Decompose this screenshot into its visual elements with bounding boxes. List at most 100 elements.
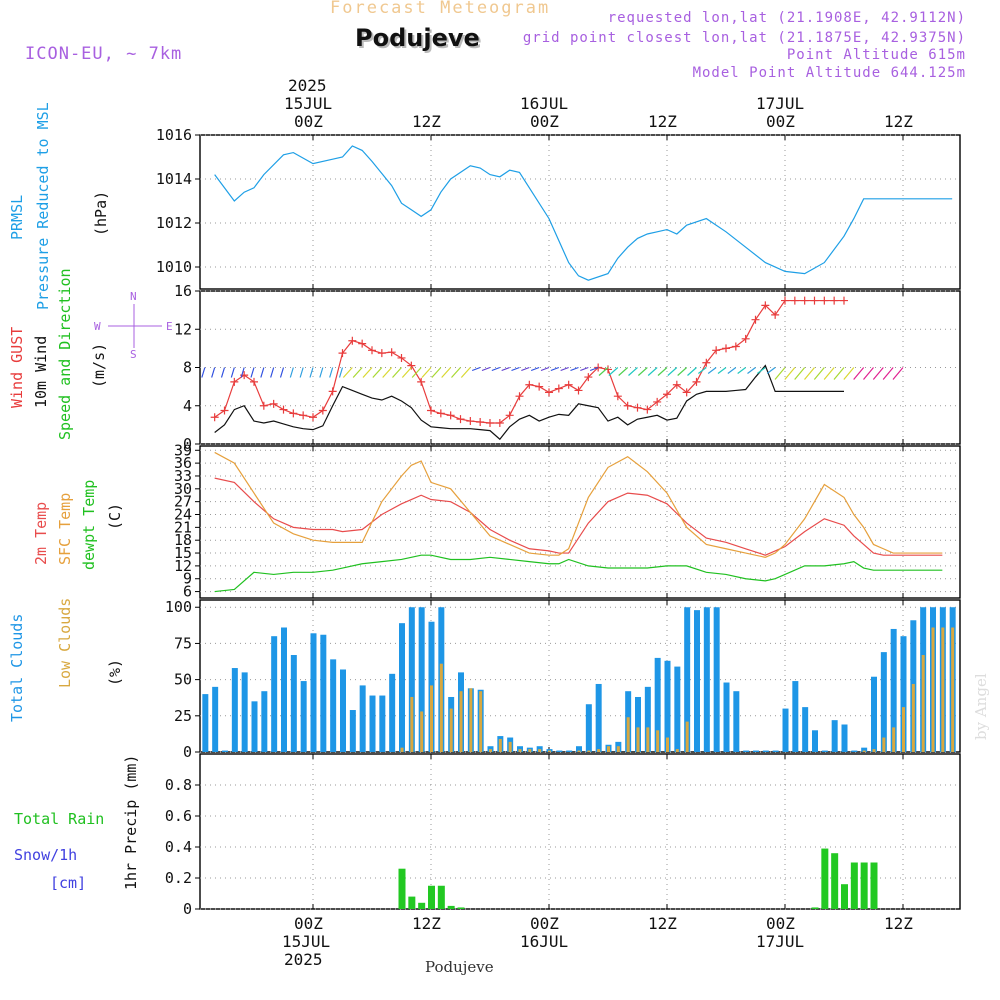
precip-label-snow: Snow/1h — [14, 846, 77, 864]
low-cloud-bar — [498, 738, 502, 752]
low-cloud-bar — [931, 627, 935, 752]
y-tick-label: 9 — [183, 570, 192, 588]
total-cloud-bar — [300, 681, 307, 752]
top-12z-16jul: 12Z — [648, 112, 677, 131]
wind-gust-series-marker — [427, 406, 435, 415]
wind-gust-series-marker — [505, 411, 514, 420]
total-cloud-bar — [349, 710, 356, 752]
top-00z-15jul: 00Z — [294, 112, 323, 131]
total-cloud-bar — [900, 636, 907, 752]
wind-direction-arrow — [774, 367, 786, 380]
compass-e: E — [166, 320, 173, 333]
temp-label-sfc: SFC Temp — [56, 493, 74, 565]
wind-direction-arrow — [352, 367, 363, 378]
top-12z-17jul: 12Z — [884, 112, 913, 131]
wind-direction-arrow — [756, 367, 766, 374]
total-cloud-bar — [841, 724, 848, 752]
total-cloud-bar — [399, 623, 405, 752]
model-label: ICON-EU, ~ 7km — [25, 44, 183, 64]
wind-direction-arrow — [401, 367, 412, 378]
wind-direction-arrow — [717, 367, 727, 374]
low-cloud-bar — [459, 691, 463, 752]
wind-direction-arrow — [823, 367, 835, 380]
rain-bar — [811, 907, 819, 909]
low-cloud-bar — [577, 750, 581, 752]
top-date-15jul: 15JUL — [284, 94, 333, 113]
wind-direction-arrow — [491, 366, 501, 372]
wind-direction-arrow — [338, 367, 344, 378]
wind-gust-series-marker — [623, 401, 632, 410]
wind-direction-arrow — [667, 367, 678, 376]
rain-bar — [870, 862, 878, 909]
wind-gust-series-marker — [613, 392, 622, 401]
wind-direction-arrow — [240, 367, 245, 378]
station-name: Podujeve — [355, 24, 480, 52]
total-cloud-bar — [251, 701, 258, 752]
cloud-label-total: Total Clouds — [8, 614, 26, 722]
total-cloud-bar — [812, 730, 818, 752]
y-tick-label: 39 — [174, 441, 192, 459]
low-cloud-bar — [626, 717, 630, 752]
wind-gust-series-marker — [397, 353, 406, 362]
low-cloud-bar — [862, 750, 866, 752]
bottom-date-16jul: 16JUL — [520, 932, 569, 951]
total-cloud-bar — [713, 607, 720, 752]
low-cloud-bar — [951, 627, 955, 752]
total-cloud-bar — [222, 750, 228, 752]
wind-direction-arrow — [481, 366, 491, 372]
total-cloud-bar — [310, 633, 317, 752]
total-cloud-bar — [340, 669, 346, 752]
low-cloud-bar — [892, 727, 896, 752]
wind-direction-arrow — [230, 367, 235, 378]
total-cloud-bar — [851, 750, 858, 752]
wind-direction-arrow — [392, 367, 402, 378]
total-cloud-bar — [654, 657, 661, 752]
wind-gust-series-marker — [584, 373, 593, 382]
wind-gust-series-marker — [564, 380, 573, 389]
pressure-label-long: Pressure Reduced to MSL — [34, 102, 52, 310]
low-cloud-bar — [449, 708, 453, 752]
wind-direction-arrow — [201, 367, 206, 378]
wind-direction-arrow — [460, 367, 471, 378]
total-cloud-bar — [743, 750, 750, 752]
total-cloud-bar — [821, 750, 828, 752]
wind-gust-series-marker — [456, 415, 465, 424]
y-tick-label: 1016 — [156, 126, 192, 144]
precip-panel-labels: Total Rain Snow/1h [cm] 1hr Precip (mm) — [14, 755, 140, 892]
low-cloud-bar — [636, 727, 640, 752]
wind-gust-series-marker — [771, 310, 780, 319]
wind-direction-arrow — [737, 367, 747, 374]
wind-direction-arrow — [309, 367, 314, 378]
watermark: by Angel — [972, 673, 990, 740]
rain-bar — [841, 884, 848, 909]
rain-bar — [860, 862, 868, 909]
top-year-label: 2025 — [288, 76, 327, 95]
rain-bar — [831, 853, 839, 909]
wind-direction-arrow — [521, 366, 530, 372]
low-cloud-bar — [528, 749, 532, 752]
wind-gust-series-marker — [643, 405, 652, 414]
total-cloud-bar — [202, 694, 209, 752]
top-12z-15jul: 12Z — [412, 112, 441, 131]
y-tick-label: 21 — [174, 518, 192, 536]
wind-compass-icon: N S W E — [94, 290, 173, 361]
y-tick-label: 30 — [174, 480, 192, 498]
wind-direction-arrow — [511, 366, 520, 372]
total-cloud-bar — [369, 695, 376, 752]
y-tick-label: 0.6 — [165, 807, 192, 825]
y-tick-label: 0 — [183, 435, 192, 453]
top-date-16jul: 16JUL — [520, 94, 569, 113]
wind-gust-series-marker — [830, 296, 839, 305]
total-cloud-bar — [762, 750, 769, 752]
y-tick-label: 100 — [165, 598, 192, 616]
rain-bar — [821, 848, 829, 909]
wind-gust-series-marker — [466, 417, 475, 426]
wind-direction-arrow — [707, 367, 717, 374]
low-cloud-bar — [469, 688, 473, 752]
low-cloud-bar — [911, 683, 915, 752]
wind-direction-arrow — [372, 367, 383, 378]
wind-direction-arrow — [863, 367, 874, 380]
wind-direction-arrow — [382, 367, 393, 378]
panel-frame — [199, 445, 961, 599]
